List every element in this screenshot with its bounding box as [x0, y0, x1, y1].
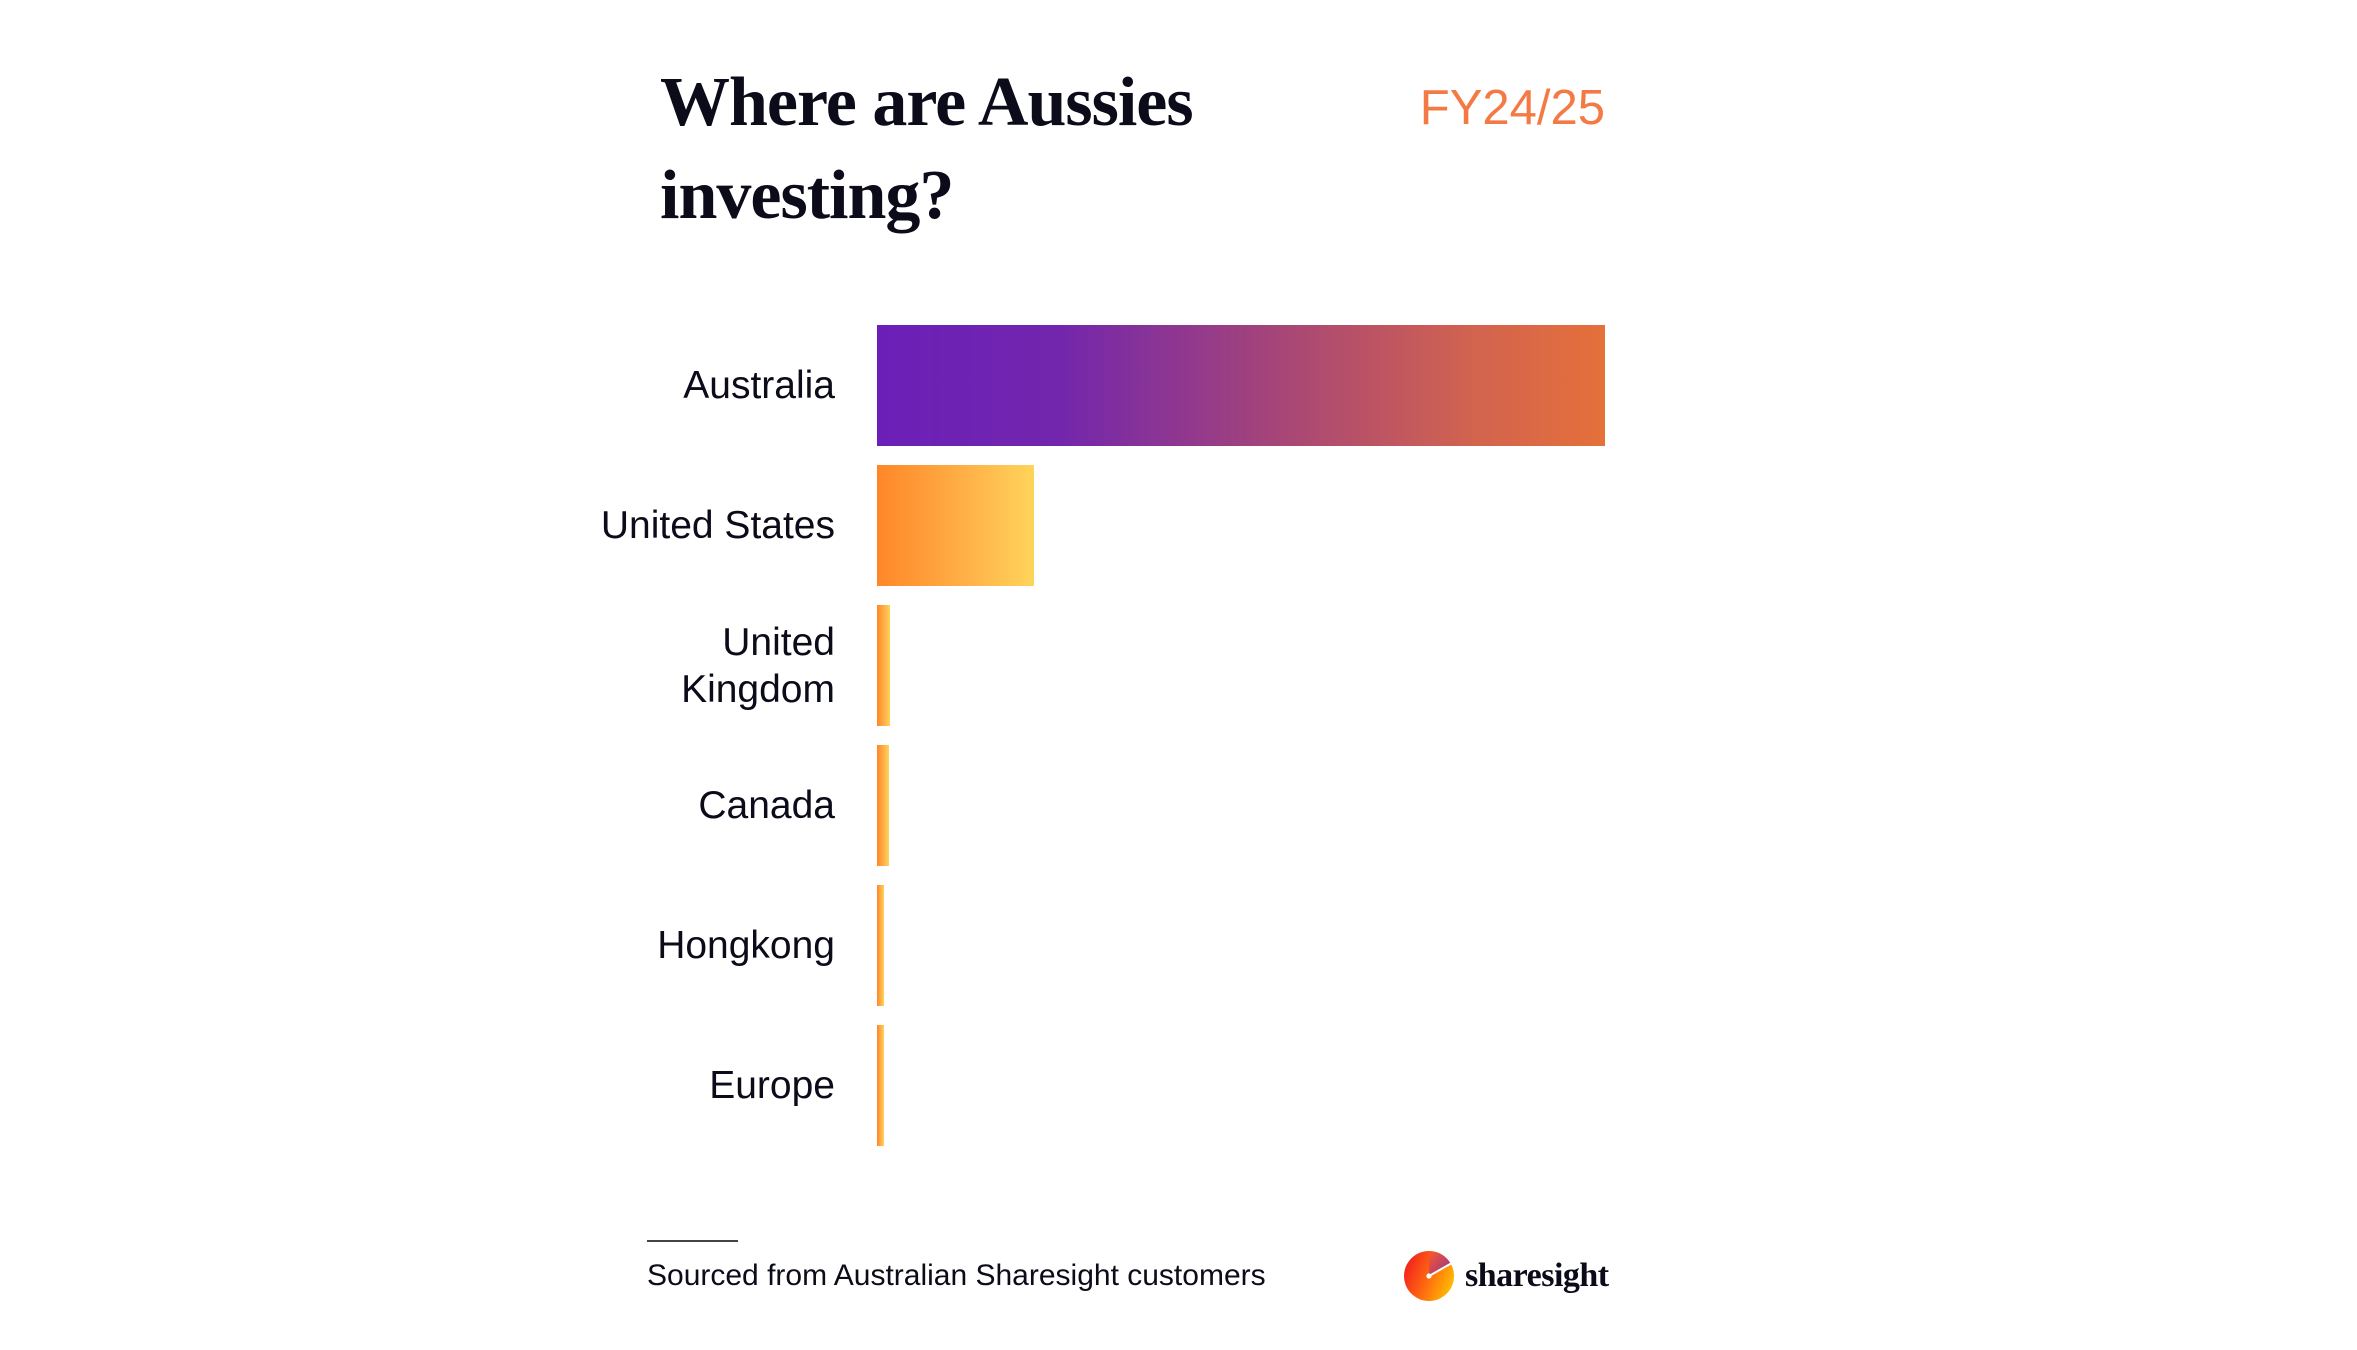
bar-europe	[877, 1025, 884, 1146]
bar-row-europe: Europe	[0, 1025, 1700, 1146]
bar-label: Hongkong	[657, 924, 835, 967]
bar-label: United States	[600, 504, 835, 547]
bar-hongkong	[877, 885, 884, 1006]
sharesight-logo: sharesight	[1403, 1250, 1609, 1302]
footer-divider	[647, 1240, 738, 1242]
fiscal-year-label: FY24/25	[1419, 81, 1605, 135]
bar-canada	[877, 745, 889, 866]
bar-row-canada: Canada	[0, 745, 1700, 866]
bar-label: Australia	[683, 364, 835, 407]
bar-australia	[877, 325, 1605, 446]
bar-row-hongkong: Hongkong	[0, 885, 1700, 1006]
bar-united-states	[877, 465, 1034, 586]
bar-label: Canada	[698, 784, 835, 827]
source-note: Sourced from Australian Sharesight custo…	[647, 1259, 1266, 1292]
sharesight-gauge-logo-icon	[1404, 1251, 1454, 1301]
bar-label: United Kingdom	[681, 620, 835, 711]
bar-united-kingdom	[877, 605, 890, 726]
brand-name: sharesight	[1465, 1257, 1609, 1294]
bar-row-australia: Australia	[0, 325, 1700, 446]
bar-label: Europe	[709, 1064, 835, 1107]
chart-title: Where are Aussies investing?	[660, 64, 1194, 234]
bar-row-united-states: United States	[0, 465, 1700, 586]
bar-row-united-kingdom: United Kingdom	[0, 605, 1700, 726]
